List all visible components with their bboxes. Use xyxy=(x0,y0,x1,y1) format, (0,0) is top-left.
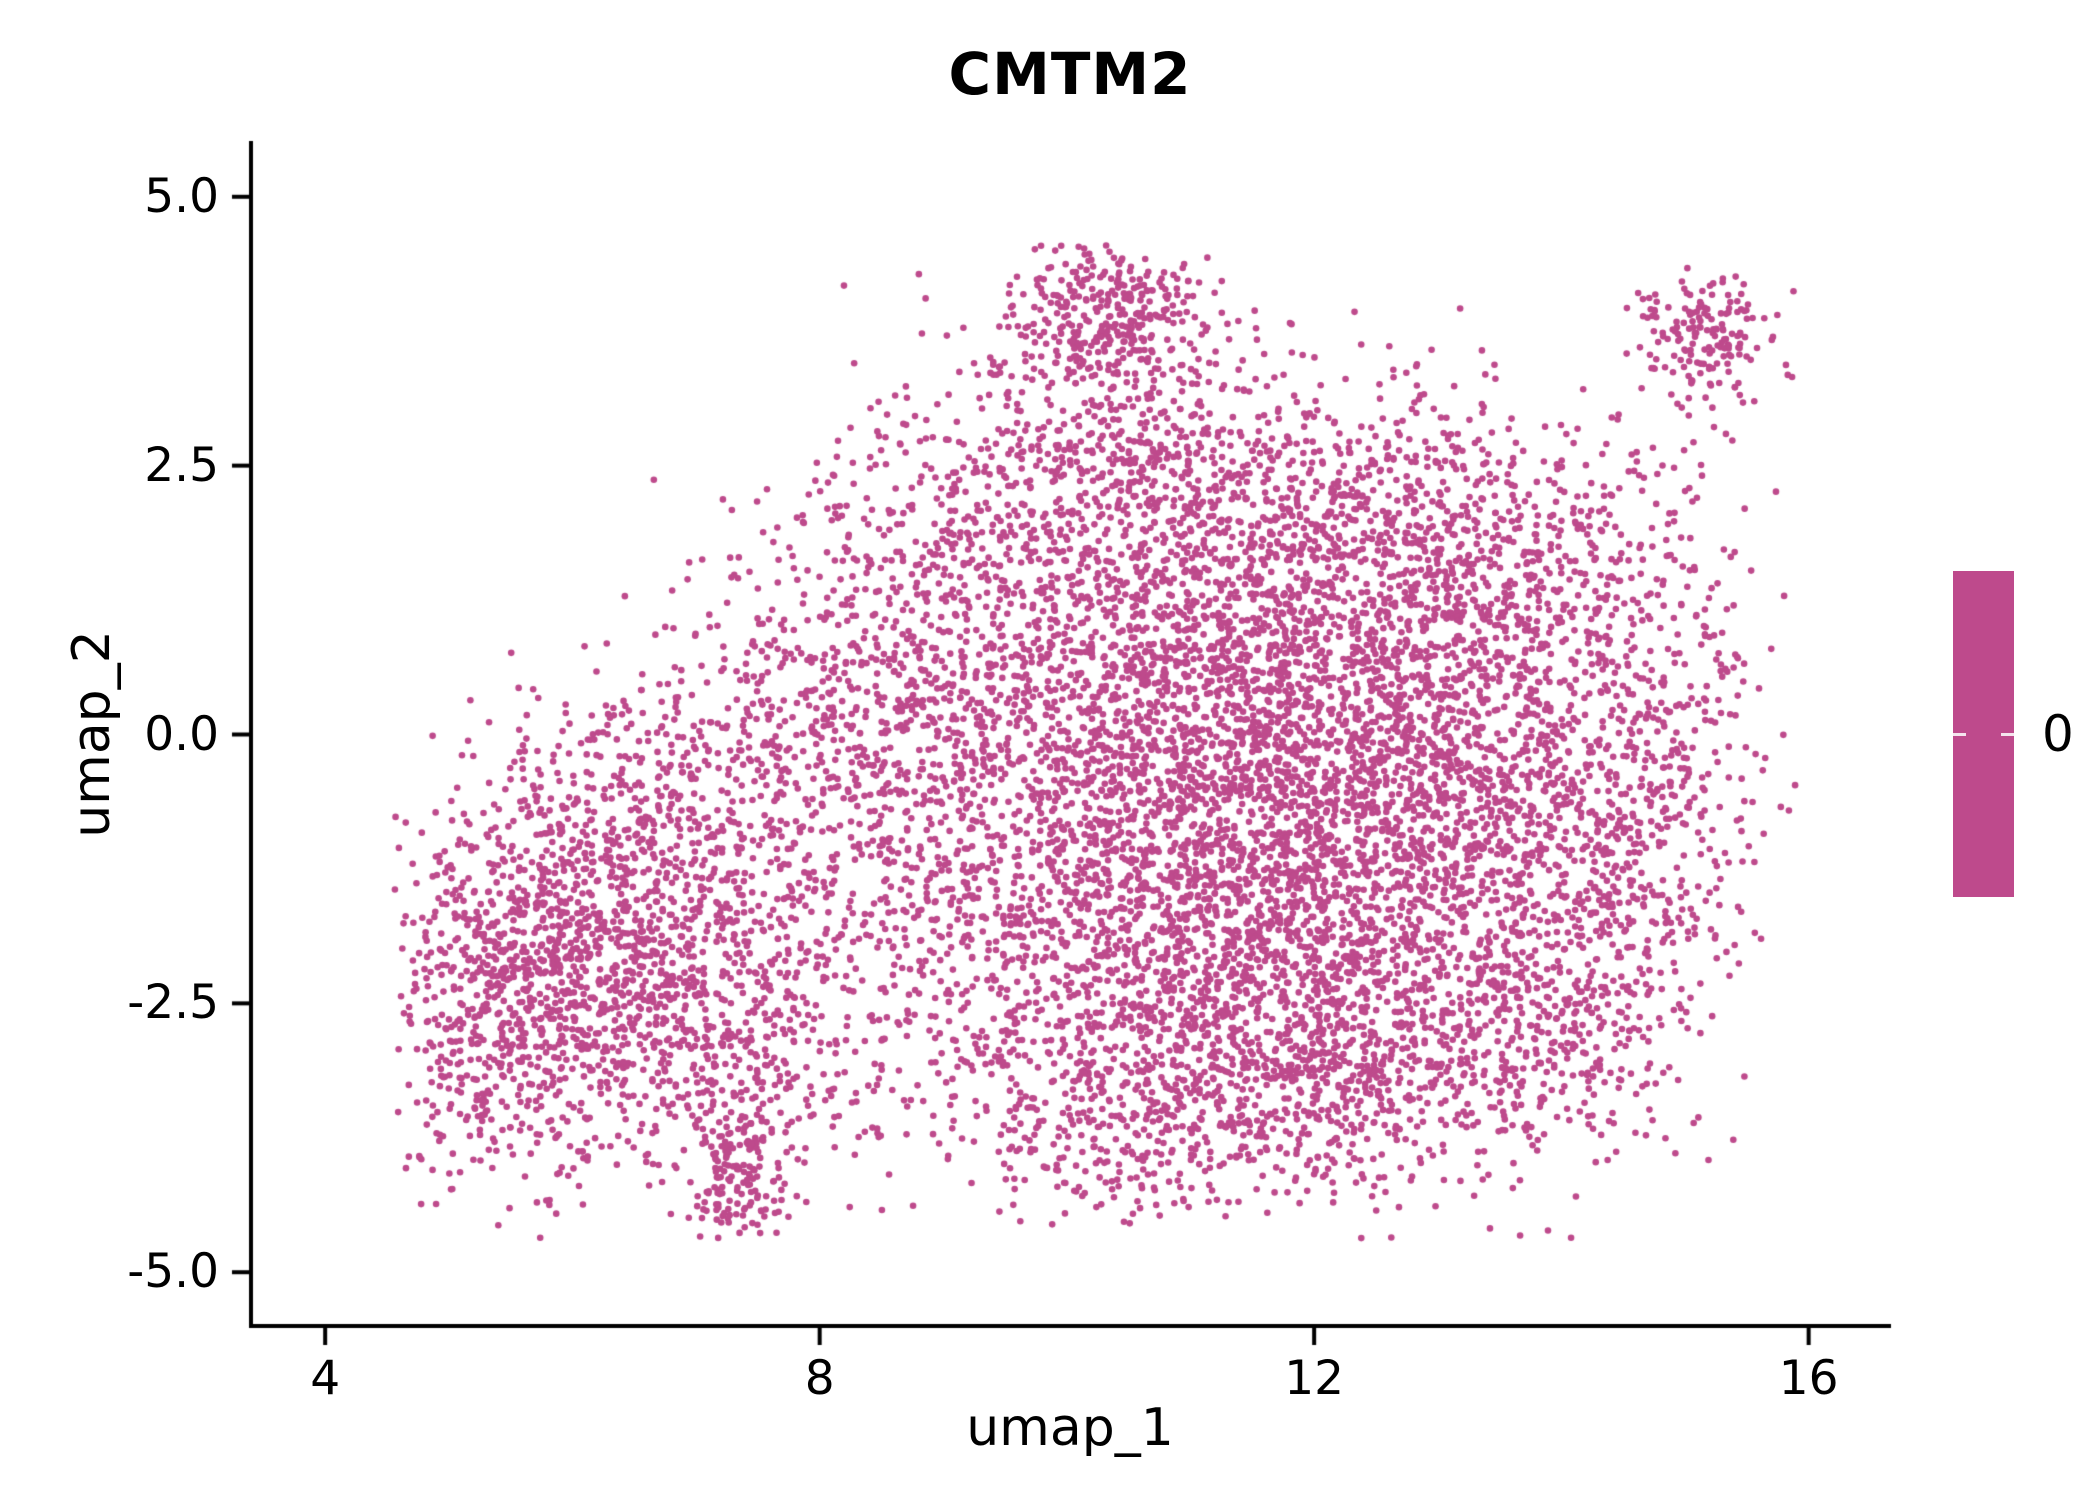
y-tick-label: -5.0 xyxy=(127,1244,219,1300)
y-tick-label: -2.5 xyxy=(127,975,219,1031)
colorbar-tick-right xyxy=(2001,733,2014,736)
plot-title: CMTM2 xyxy=(948,40,1192,108)
y-tick-label: 5.0 xyxy=(144,168,219,224)
y-tick-label: 2.5 xyxy=(144,437,219,493)
colorbar xyxy=(1953,571,2014,897)
x-tick-label: 4 xyxy=(310,1351,341,1406)
colorbar-label: 0 xyxy=(2042,705,2074,763)
y-tick-label: 0.0 xyxy=(144,706,219,762)
colorbar-tick-left xyxy=(1953,733,1966,736)
x-tick-label: 8 xyxy=(804,1351,835,1406)
x-tick-label: 12 xyxy=(1284,1351,1345,1406)
x-tick-label: 16 xyxy=(1778,1351,1839,1406)
x-axis-label: umap_1 xyxy=(966,1398,1174,1458)
